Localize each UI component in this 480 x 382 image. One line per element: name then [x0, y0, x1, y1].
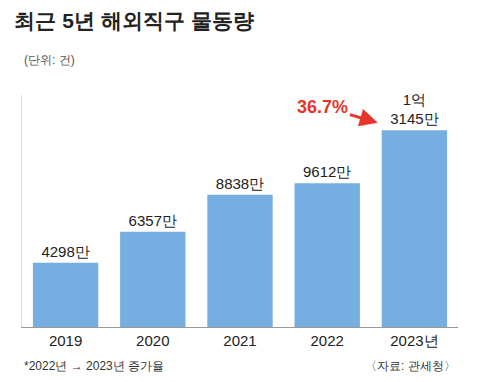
svg-text:〈자료: 관세청〉: 〈자료: 관세청〉	[365, 359, 456, 373]
svg-text:9612만: 9612만	[303, 163, 351, 180]
svg-text:최근 5년 해외직구 물동량: 최근 5년 해외직구 물동량	[14, 9, 253, 32]
svg-text:36.7%: 36.7%	[297, 97, 348, 117]
svg-text:2020: 2020	[136, 332, 169, 349]
svg-text:2023년: 2023년	[390, 332, 438, 349]
svg-text:2019: 2019	[49, 332, 82, 349]
svg-text:2021: 2021	[223, 332, 256, 349]
svg-text:1억3145만: 1억3145만	[390, 91, 438, 128]
svg-text:(단위: 건): (단위: 건)	[24, 53, 75, 67]
svg-text:*2022년 → 2023년 증가율: *2022년 → 2023년 증가율	[24, 359, 164, 373]
svg-text:6357만: 6357만	[129, 212, 177, 229]
svg-text:2022: 2022	[311, 332, 344, 349]
svg-text:4298만: 4298만	[41, 243, 89, 260]
svg-text:8838만: 8838만	[216, 175, 264, 192]
